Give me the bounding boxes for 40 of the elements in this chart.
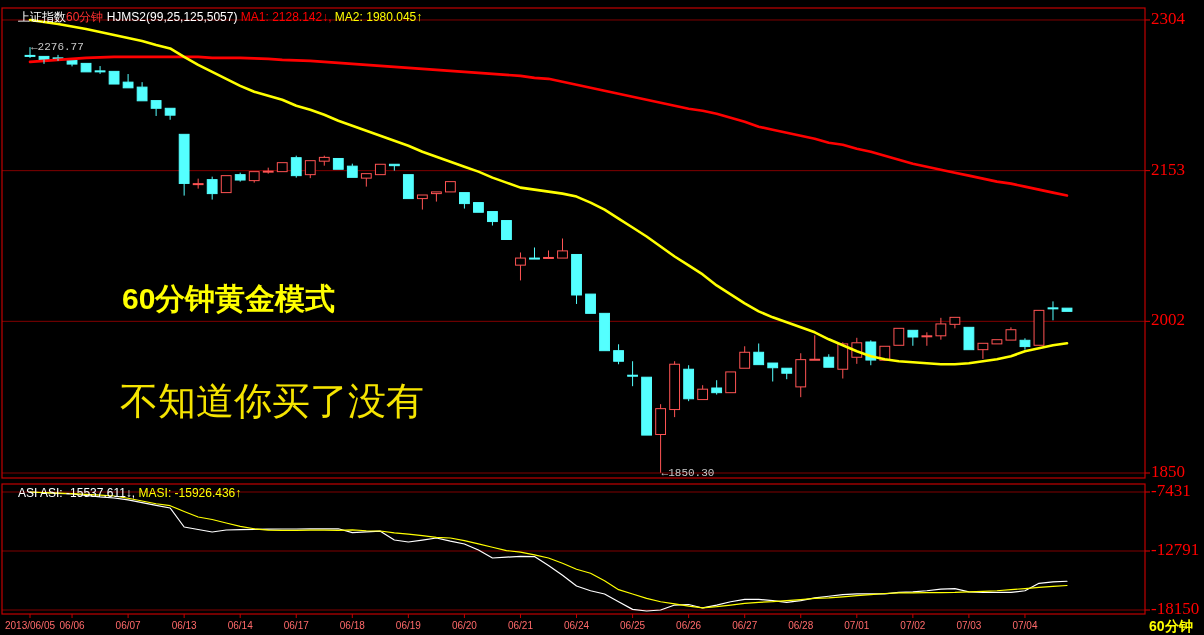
annotation: HJMS2(99,25,125,5057) [103,10,238,24]
x-tick-label: 06/27 [732,620,758,631]
x-tick-label: 06/26 [676,620,702,631]
x-tick-label: 06/28 [788,620,814,631]
x-tick-label: 2013/06/05 [4,620,56,631]
text: 60分钟 [1149,618,1193,634]
annotation: 1980.045↑ [366,10,423,24]
series-label: MASI: [135,486,175,500]
y-tick-label: 1850 [1151,461,1185,481]
x-tick-label: 07/02 [900,620,926,631]
y-tick-label: -12791 [1151,539,1200,559]
x-tick-label: 06/07 [115,620,142,631]
x-tick-label: 07/03 [956,620,982,631]
annotation: 2128.142↓, [272,10,332,24]
annotation: ←2276.77 [31,41,84,54]
annotation: ←1850.30 [661,466,715,479]
text: MA1: [237,10,273,24]
x-tick-label: 06/19 [395,620,422,631]
x-tick-label: 06/06 [59,620,85,631]
y-tick-label: 2153 [1151,159,1185,179]
chart-subtitle: 60分钟 [66,10,104,24]
x-tick-label: 06/20 [451,620,478,631]
x-tick-label: 06/24 [564,620,590,631]
chart-title: ASI [18,486,38,500]
x-tick-label: 07/01 [844,620,870,631]
x-tick-label: 06/13 [171,620,198,631]
y-tick-label: -18150 [1151,598,1200,618]
y-tick-label: 2304 [1151,8,1186,28]
x-tick-label: 06/18 [339,620,366,631]
x-tick-label: 06/14 [227,620,254,631]
x-tick-label: 07/04 [1012,620,1038,631]
y-tick-label: 2002 [1151,310,1185,330]
x-tick-label: 06/21 [507,620,534,631]
text: MA2: [331,10,367,24]
x-tick-label: 06/17 [283,620,310,631]
annotation: 60分钟黄金模式 [122,282,336,315]
annotation: 不知道你买了没有 [120,380,424,422]
x-tick-label: 06/25 [620,620,646,631]
annotation: -15926.436↑ [174,486,242,500]
y-tick-label: -7431 [1151,480,1191,500]
